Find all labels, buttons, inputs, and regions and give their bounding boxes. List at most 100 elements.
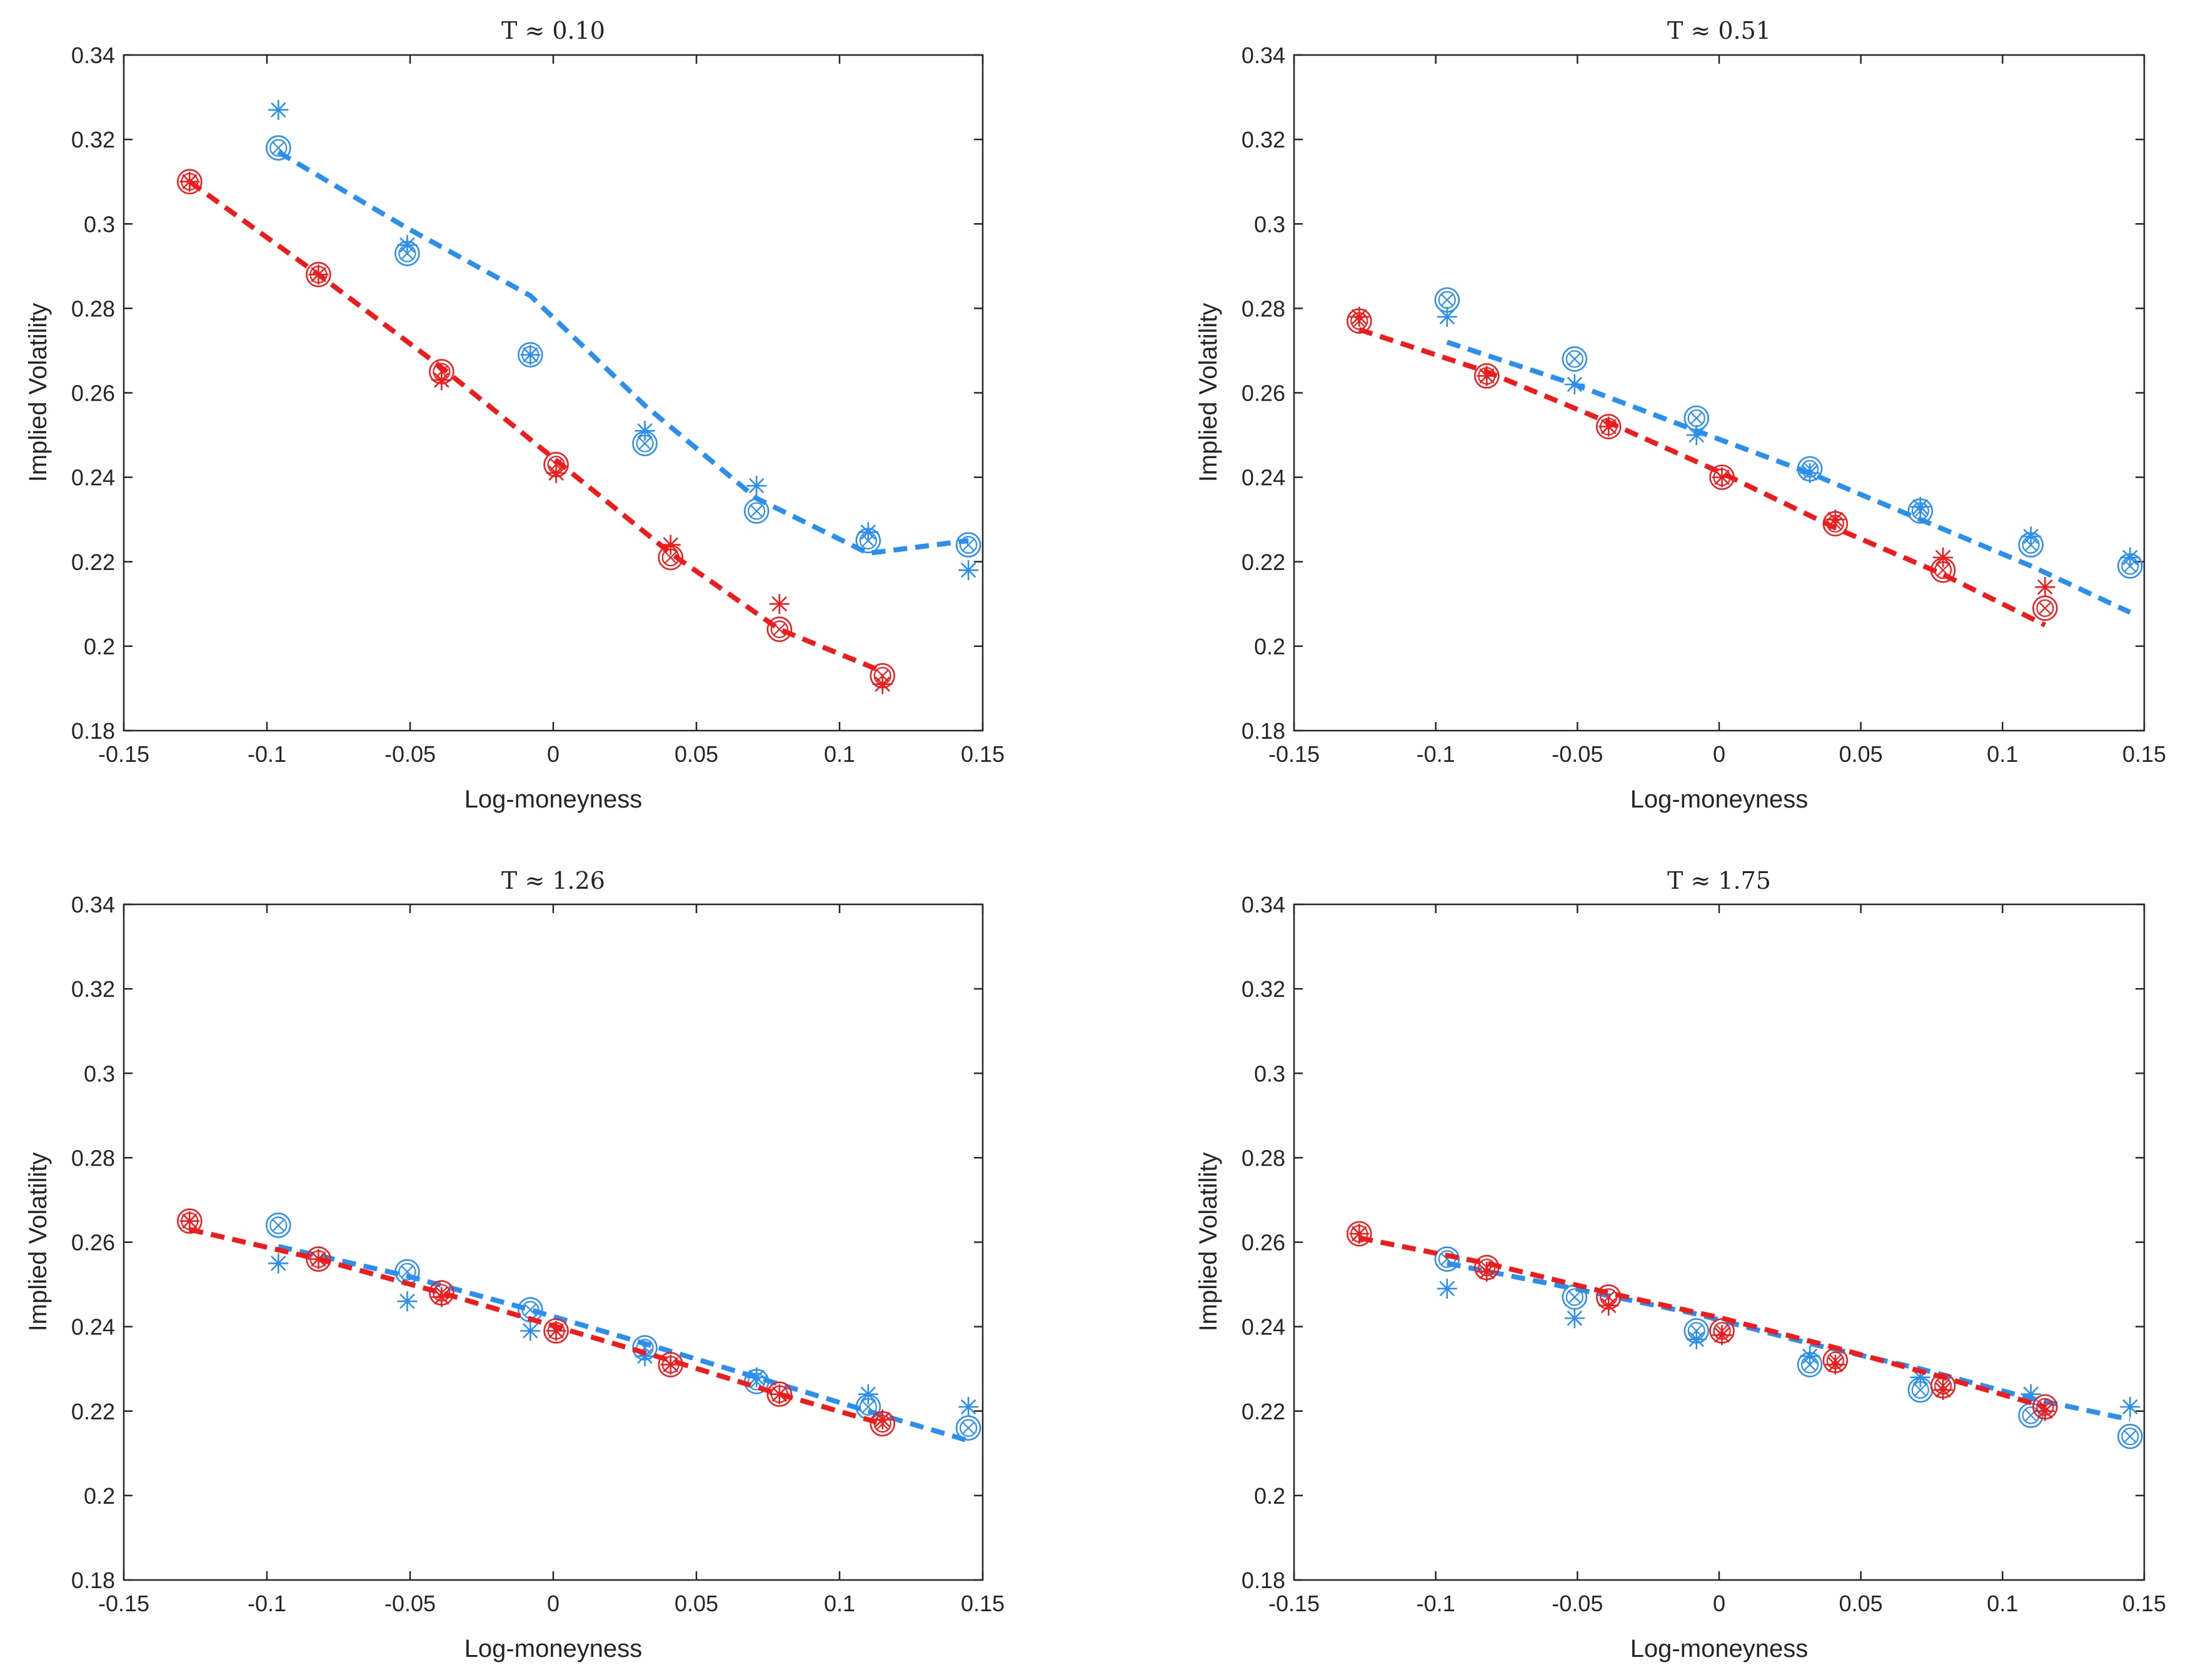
red-star-marker [769, 594, 790, 614]
y-tick-label: 0.24 [1242, 1314, 1285, 1340]
blue-star-marker [2020, 526, 2041, 547]
blue-fit-line [278, 1244, 970, 1443]
y-tick-label: 0.3 [84, 211, 115, 237]
blue-circle-marker [955, 1415, 981, 1441]
blue-star-marker [1800, 1346, 1820, 1366]
x-tick-label: 0.1 [1987, 1591, 2018, 1616]
y-tick-label: 0.28 [71, 296, 115, 321]
red-star-marker [179, 171, 200, 192]
y-tick-label: 0.2 [1254, 1483, 1285, 1509]
panel-title: T ≈ 1.26 [501, 867, 605, 894]
panel-title: T ≈ 0.51 [1667, 17, 1771, 44]
y-tick-label: 0.32 [1242, 127, 1285, 152]
red-star-marker [1712, 467, 1732, 488]
y-tick-label: 0.26 [1242, 381, 1285, 406]
blue-star-marker [1910, 1367, 1930, 1388]
y-tick-label: 0.26 [1242, 1230, 1285, 1256]
red-star-marker [1349, 306, 1370, 327]
blue-star-marker [858, 1384, 878, 1404]
x-tick-label: 0 [1713, 1591, 1725, 1616]
red-star-marker [2035, 577, 2055, 598]
y-tick-label: 0.2 [84, 1483, 115, 1509]
x-tick-label: -0.05 [1552, 741, 1603, 767]
blue-star-marker [635, 1346, 655, 1366]
x-tick-label: 0.1 [824, 1591, 855, 1616]
x-tick-label: -0.05 [384, 1591, 436, 1616]
y-tick-label: 0.22 [71, 549, 115, 575]
blue-star-marker [1437, 306, 1457, 327]
x-tick-label: 0.1 [1987, 741, 2018, 767]
y-tick-label: 0.28 [1242, 296, 1285, 321]
blue-star-marker [520, 344, 541, 365]
x-tick-label: 0.05 [675, 741, 718, 767]
blue-circle-marker [266, 135, 291, 161]
x-tick-label: -0.15 [1268, 1591, 1320, 1616]
y-axis-label: Implied Volatility [1195, 303, 1222, 482]
x-axis-label: Log-moneyness [1630, 786, 1809, 813]
red-circle-marker [2032, 595, 2058, 621]
panel-t-126: T ≈ 1.26 Log-moneyness Implied Volatilit… [24, 867, 1005, 1662]
blue-star-marker [1686, 425, 1707, 446]
y-tick-label: 0.3 [1254, 211, 1285, 237]
red-star-marker [769, 1384, 790, 1404]
x-tick-label: -0.05 [1552, 1591, 1603, 1616]
blue-star-marker [1686, 1329, 1707, 1349]
x-tick-label: 0.15 [961, 1591, 1005, 1616]
red-star-marker [1477, 366, 1497, 386]
blue-star-marker [858, 522, 878, 542]
y-tick-label: 0.32 [1242, 976, 1285, 1002]
x-tick-label: 0 [547, 1591, 560, 1616]
y-axis-label: Implied Volatility [24, 303, 52, 482]
blue-fit-line [277, 149, 969, 556]
y-tick-label: 0.34 [1242, 42, 1285, 68]
red-star-marker [1598, 416, 1619, 437]
x-tick-label: 0.05 [1839, 1591, 1883, 1616]
y-tick-label: 0.2 [1254, 634, 1285, 659]
panel-t-051: T ≈ 0.51 Log-moneyness Implied Volatilit… [1195, 17, 2166, 813]
blue-circle-marker [394, 1259, 420, 1285]
blue-star-marker [268, 1253, 289, 1274]
y-tick-label: 0.34 [71, 892, 115, 918]
x-tick-label: -0.1 [248, 1591, 286, 1616]
y-tick-label: 0.2 [84, 634, 115, 659]
y-tick-label: 0.22 [71, 1399, 115, 1424]
y-tick-label: 0.32 [71, 127, 115, 152]
x-tick-label: -0.1 [248, 741, 286, 767]
x-axis-label: Log-moneyness [464, 786, 643, 813]
blue-star-marker [268, 99, 289, 120]
x-tick-label: 0.15 [2122, 741, 2166, 767]
panel-t-175: T ≈ 1.75 Log-moneyness Implied Volatilit… [1195, 867, 2166, 1662]
y-tick-label: 0.22 [1242, 549, 1285, 575]
blue-star-marker [1910, 496, 1930, 517]
red-star-marker [1825, 509, 1845, 530]
red-star-marker [546, 1321, 566, 1341]
blue-star-marker [1564, 374, 1585, 394]
red-star-marker [546, 462, 566, 483]
blue-star-marker [746, 1367, 767, 1388]
blue-circle-marker [266, 1212, 291, 1238]
y-tick-label: 0.34 [1242, 892, 1285, 918]
y-axis-label: Implied Volatility [24, 1152, 52, 1332]
blue-star-marker [635, 421, 655, 441]
red-star-marker [179, 1211, 200, 1231]
x-tick-label: 0 [547, 741, 560, 767]
x-tick-label: 0 [1713, 741, 1725, 767]
y-tick-label: 0.32 [71, 976, 115, 1002]
y-tick-label: 0.3 [1254, 1061, 1285, 1086]
y-tick-label: 0.18 [71, 1568, 115, 1593]
blue-circle-marker [743, 498, 770, 524]
red-star-marker [660, 1354, 681, 1375]
x-axis-label: Log-moneyness [1630, 1635, 1809, 1662]
x-tick-label: -0.15 [98, 741, 149, 767]
y-tick-label: 0.3 [84, 1061, 115, 1086]
y-tick-label: 0.22 [1242, 1399, 1285, 1424]
red-circle-marker [766, 616, 793, 642]
red-star-marker [1712, 1325, 1732, 1346]
red-star-marker [1933, 547, 1954, 568]
red-star-marker [308, 264, 329, 285]
blue-circle-marker [2117, 1423, 2143, 1449]
y-tick-label: 0.34 [71, 42, 115, 68]
y-tick-label: 0.24 [71, 1314, 115, 1340]
red-star-marker [872, 1409, 893, 1430]
